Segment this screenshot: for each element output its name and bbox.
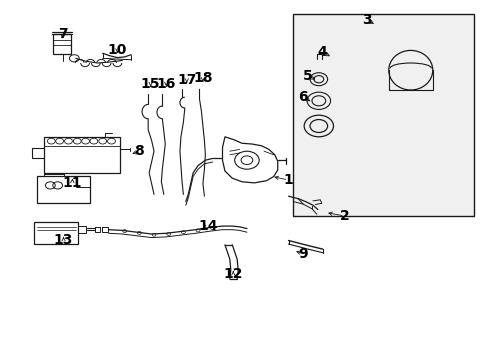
Bar: [37, 176, 90, 203]
Text: 5: 5: [303, 69, 312, 82]
Text: 8: 8: [134, 144, 144, 158]
Text: 10: 10: [107, 43, 127, 57]
Text: 15: 15: [141, 77, 160, 90]
Text: 18: 18: [193, 72, 212, 85]
Text: 16: 16: [156, 77, 176, 90]
Text: 2: 2: [339, 209, 349, 223]
Text: 14: 14: [198, 219, 217, 233]
Text: 13: 13: [54, 234, 73, 247]
Bar: [34, 222, 78, 244]
Bar: [44, 137, 120, 173]
Text: 4: 4: [317, 45, 327, 59]
Text: 17: 17: [177, 73, 196, 87]
Bar: [53, 34, 71, 54]
Text: 6: 6: [298, 90, 307, 104]
Text: 7: 7: [58, 27, 67, 41]
Text: 1: 1: [283, 173, 293, 187]
Text: 11: 11: [62, 176, 82, 190]
Text: 3: 3: [361, 13, 371, 27]
Text: 12: 12: [223, 267, 243, 281]
Bar: [293, 14, 473, 216]
Text: 9: 9: [298, 247, 307, 261]
